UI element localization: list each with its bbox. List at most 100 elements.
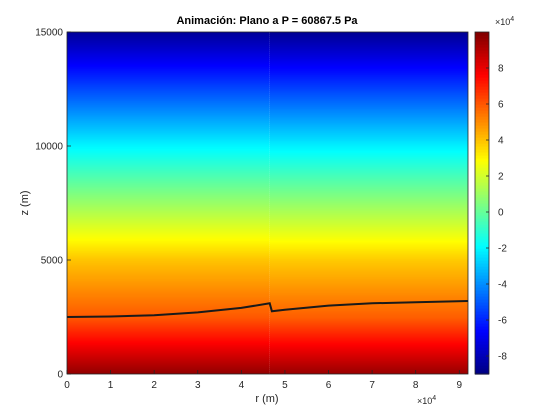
- colorbar-ticks: -8 -6 -4 -2 0 2 4 6 8: [486, 64, 507, 363]
- colorbar-segment: [475, 182, 489, 186]
- heatmap-cell-left: [67, 290, 270, 293]
- colorbar-segment: [475, 38, 489, 42]
- heatmap-cell-right: [269, 136, 468, 139]
- heatmap-cell-left: [67, 360, 270, 363]
- heatmap-cell-right: [269, 54, 468, 57]
- heatmap-cell-left: [67, 116, 270, 119]
- heatmap-cell-right: [269, 216, 468, 219]
- heatmap-cell-left: [67, 168, 270, 171]
- heatmap-cell-left: [67, 282, 270, 285]
- heatmap-cell-left: [67, 114, 270, 117]
- heatmap-cell-left: [67, 268, 270, 271]
- heatmap-cell-left: [67, 138, 270, 141]
- heatmap-cell-right: [269, 128, 468, 131]
- heatmap-cell-right: [269, 80, 468, 83]
- colorbar-tick-label: -8: [498, 352, 507, 363]
- x-tick-label: 2: [151, 380, 157, 391]
- heatmap-cell-left: [67, 218, 270, 221]
- colorbar-segment: [475, 149, 489, 153]
- heatmap-cell-right: [269, 320, 468, 323]
- heatmap-cell-left: [67, 46, 270, 49]
- heatmap-cell-right: [269, 120, 468, 123]
- x-tick-label: 5: [282, 380, 288, 391]
- heatmap-cell-left: [67, 188, 270, 191]
- colorbar-segment: [475, 113, 489, 117]
- heatmap-cell-left: [67, 158, 270, 161]
- heatmap-cell-left: [67, 296, 270, 299]
- heatmap-cell-right: [269, 282, 468, 285]
- heatmap-cell-left: [67, 162, 270, 165]
- heatmap-cell-left: [67, 272, 270, 275]
- heatmap-cell-left: [67, 36, 270, 39]
- heatmap-cell-left: [67, 310, 270, 313]
- heatmap-cell-right: [269, 344, 468, 347]
- heatmap-cell-right: [269, 94, 468, 97]
- heatmap-cell-right: [269, 172, 468, 175]
- heatmap-cell-left: [67, 78, 270, 81]
- heatmap-cell-left: [67, 266, 270, 269]
- heatmap-cell-right: [269, 230, 468, 233]
- heatmap-cell-right: [269, 262, 468, 265]
- heatmap-cell-right: [269, 46, 468, 49]
- heatmap-cell-left: [67, 50, 270, 53]
- colorbar-segment: [475, 101, 489, 105]
- heatmap-cell-right: [269, 144, 468, 147]
- colorbar: [475, 32, 489, 375]
- heatmap-cell-left: [67, 206, 270, 209]
- heatmap-cell-right: [269, 98, 468, 101]
- heatmap-cell-left: [67, 306, 270, 309]
- heatmap-cell-right: [269, 92, 468, 95]
- heatmap-cell-right: [269, 316, 468, 319]
- heatmap-cell-left: [67, 314, 270, 317]
- heatmap-cell-right: [269, 330, 468, 333]
- heatmap-cell-right: [269, 142, 468, 145]
- colorbar-segment: [475, 47, 489, 51]
- colorbar-tick-label: 4: [498, 136, 504, 147]
- heatmap-cell-left: [67, 82, 270, 85]
- heatmap-cell-left: [67, 68, 270, 71]
- heatmap-cell-right: [269, 208, 468, 211]
- heatmap-cell-left: [67, 150, 270, 153]
- heatmap-cell-right: [269, 336, 468, 339]
- heatmap-cell-right: [269, 354, 468, 357]
- heatmap-cell-left: [67, 286, 270, 289]
- heatmap-cell-left: [67, 302, 270, 305]
- heatmap-cell-left: [67, 270, 270, 273]
- heatmap-cell-left: [67, 346, 270, 349]
- x-tick-label: 4: [239, 380, 245, 391]
- heatmap-cell-left: [67, 58, 270, 61]
- heatmap-cell-right: [269, 246, 468, 249]
- heatmap-cell-right: [269, 346, 468, 349]
- heatmap-cell-left: [67, 148, 270, 151]
- colorbar-segment: [475, 317, 489, 321]
- colorbar-segment: [475, 203, 489, 207]
- heatmap-cell-right: [269, 186, 468, 189]
- heatmap-cell-left: [67, 60, 270, 63]
- heatmap-cell-right: [269, 102, 468, 105]
- heatmap-cell-left: [67, 100, 270, 103]
- heatmap-cell-left: [67, 326, 270, 329]
- colorbar-segment: [475, 59, 489, 63]
- colorbar-segment: [475, 44, 489, 48]
- heatmap-cell-right: [269, 300, 468, 303]
- heatmap-cell-left: [67, 348, 270, 351]
- heatmap-cell-right: [269, 332, 468, 335]
- heatmap-cell-right: [269, 234, 468, 237]
- heatmap-cell-right: [269, 164, 468, 167]
- heatmap-cell-left: [67, 110, 270, 113]
- heatmap-cell-left: [67, 32, 270, 35]
- heatmap-cell-right: [269, 370, 468, 373]
- colorbar-segment: [475, 215, 489, 219]
- heatmap-cell-right: [269, 284, 468, 287]
- heatmap-cell-left: [67, 178, 270, 181]
- heatmap-cell-left: [67, 166, 270, 169]
- heatmap-cell-right: [269, 64, 468, 67]
- colorbar-tick-label: -4: [498, 280, 507, 291]
- x-tick-label: 6: [326, 380, 332, 391]
- colorbar-segment: [475, 245, 489, 249]
- heatmap-cell-right: [269, 32, 468, 35]
- heatmap-cell-right: [269, 298, 468, 301]
- heatmap-cell-left: [67, 284, 270, 287]
- heatmap-cell-left: [67, 244, 270, 247]
- heatmap-cell-left: [67, 250, 270, 253]
